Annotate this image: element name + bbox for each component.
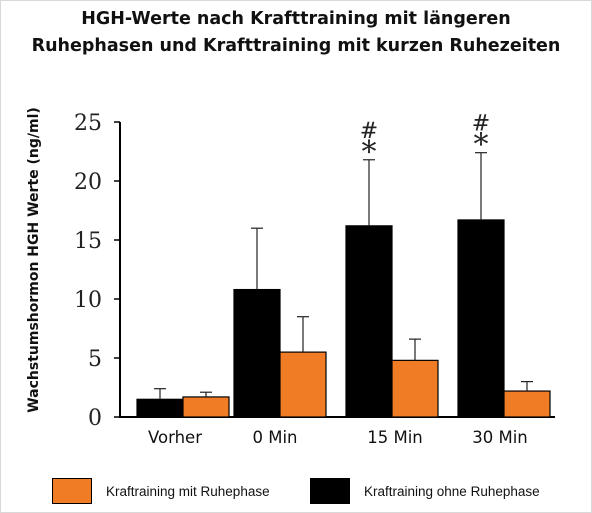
bar-ohne-ruhephase: [233, 288, 281, 418]
legend-label-ohne-ruhephase: Kraftraining ohne Ruhephase: [364, 483, 540, 499]
legend-swatch-black: [310, 478, 350, 504]
y-axis-label: Wachstumshormon HGH Werte (ng/ml): [26, 107, 42, 413]
significance-marker: *: [362, 135, 377, 170]
legend-label-mit-ruhephase: Kraftraining mit Ruhephase: [106, 483, 270, 499]
bar-ohne-ruhephase: [136, 398, 184, 418]
y-tick-label: 20: [74, 170, 102, 195]
y-tick-label: 5: [88, 347, 102, 372]
bar-ohne-ruhephase: [345, 225, 393, 418]
x-tick-label: 15 Min: [367, 428, 423, 447]
chart-title-line-1: HGH-Werte nach Krafttraining mit längere…: [81, 9, 511, 29]
y-tick-label: 15: [74, 229, 102, 254]
legend-item-mit-ruhephase: Kraftraining mit Ruhephase: [52, 478, 270, 504]
bar-mit-ruhephase: [279, 351, 327, 418]
y-tick-label: 10: [74, 288, 102, 313]
bar-ohne-ruhephase: [457, 219, 505, 418]
x-tick-label: 30 Min: [472, 428, 528, 447]
y-tick-label: 0: [88, 406, 102, 431]
significance-marker: #: [360, 119, 378, 144]
chart-title-line-2: Ruhephasen und Krafttraining mit kurzen …: [31, 36, 561, 56]
axes: 0 5 10 15 20 25 Vorher 0 Min 15 Min 30 Min: [74, 111, 555, 447]
bar-mit-ruhephase: [503, 390, 551, 418]
y-tick-label: 25: [74, 111, 102, 136]
chart-title: HGH-Werte nach Krafttraining mit längere…: [0, 6, 592, 60]
legend-item-ohne-ruhephase: Kraftraining ohne Ruhephase: [310, 478, 540, 504]
x-tick-label: Vorher: [148, 428, 202, 447]
bar-mit-ruhephase: [182, 396, 230, 418]
significance-marker: #: [472, 112, 490, 137]
bar-mit-ruhephase: [391, 359, 439, 418]
bars: #*#*: [136, 112, 551, 418]
legend-swatch-orange: [52, 478, 92, 504]
x-tick-label: 0 Min: [252, 428, 297, 447]
significance-marker: *: [474, 128, 489, 163]
